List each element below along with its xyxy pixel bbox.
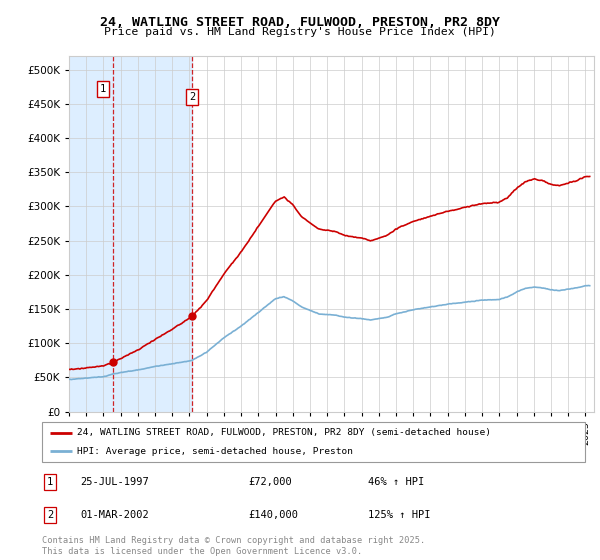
Text: 1: 1 [100,84,106,94]
Text: 2: 2 [47,510,53,520]
Text: 24, WATLING STREET ROAD, FULWOOD, PRESTON, PR2 8DY (semi-detached house): 24, WATLING STREET ROAD, FULWOOD, PRESTO… [77,428,491,437]
Text: 1: 1 [47,477,53,487]
Text: 46% ↑ HPI: 46% ↑ HPI [368,477,424,487]
Text: 2: 2 [189,92,196,102]
Text: 25-JUL-1997: 25-JUL-1997 [80,477,149,487]
Text: Price paid vs. HM Land Registry's House Price Index (HPI): Price paid vs. HM Land Registry's House … [104,27,496,37]
Text: HPI: Average price, semi-detached house, Preston: HPI: Average price, semi-detached house,… [77,447,353,456]
FancyBboxPatch shape [42,422,585,462]
Text: £72,000: £72,000 [248,477,292,487]
Text: 01-MAR-2002: 01-MAR-2002 [80,510,149,520]
Text: 125% ↑ HPI: 125% ↑ HPI [368,510,430,520]
Text: Contains HM Land Registry data © Crown copyright and database right 2025.
This d: Contains HM Land Registry data © Crown c… [42,536,425,556]
Text: £140,000: £140,000 [248,510,298,520]
Text: 24, WATLING STREET ROAD, FULWOOD, PRESTON, PR2 8DY: 24, WATLING STREET ROAD, FULWOOD, PRESTO… [100,16,500,29]
Bar [69,56,193,412]
